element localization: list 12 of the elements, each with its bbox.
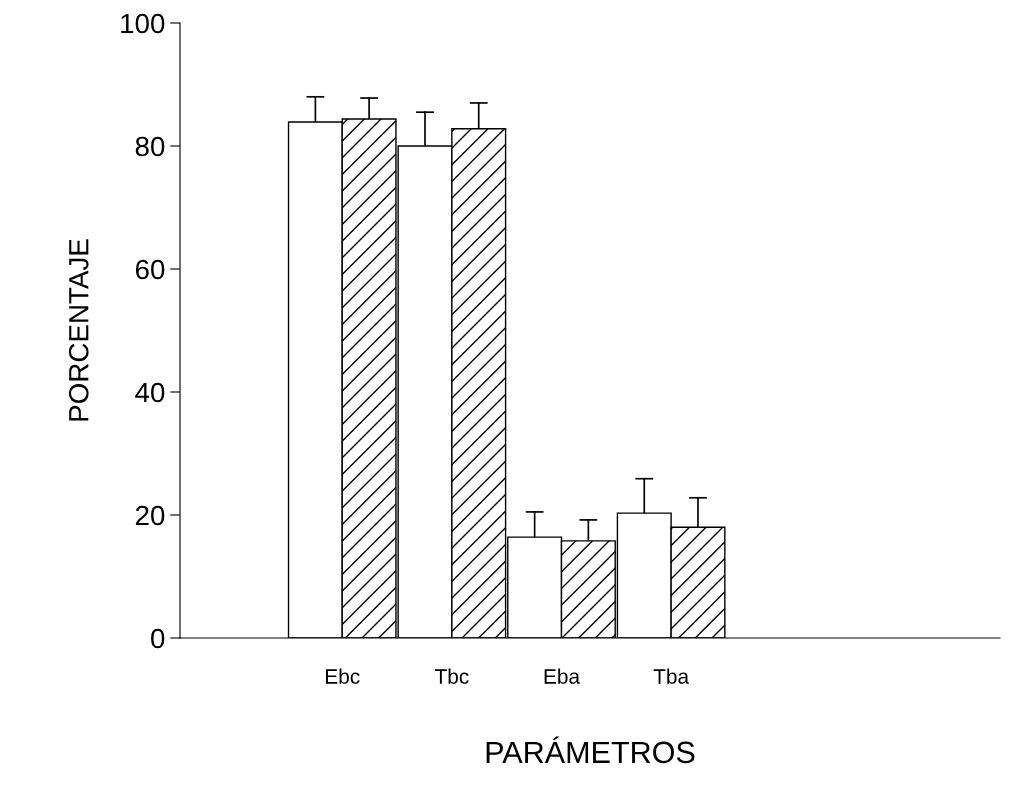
y-tick-label: 20 bbox=[135, 505, 165, 526]
y-axis-title: PORCENTAJE bbox=[68, 239, 89, 421]
y-tick-label: 0 bbox=[151, 628, 165, 649]
y-tick-label: 80 bbox=[135, 136, 165, 157]
x-tick-label: Tbc bbox=[434, 668, 469, 684]
x-tick-label: Eba bbox=[544, 668, 581, 684]
x-tick-label: Ebc bbox=[326, 668, 360, 684]
y-tick-label: 100 bbox=[121, 13, 165, 34]
y-tick-label: 40 bbox=[135, 382, 165, 403]
x-axis-title: PARÁMETROS bbox=[486, 736, 695, 764]
x-tick-label: Tba bbox=[653, 668, 690, 684]
y-tick-label: 60 bbox=[135, 259, 165, 280]
